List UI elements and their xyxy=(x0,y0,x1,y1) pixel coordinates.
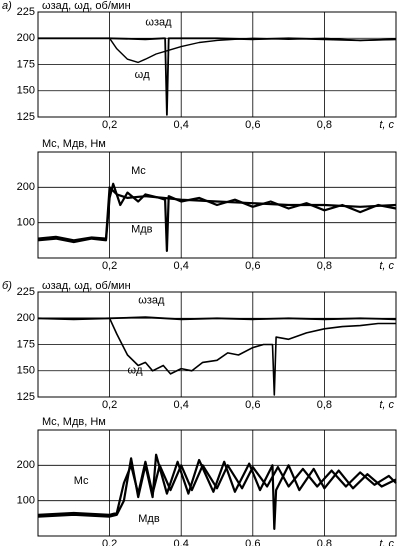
y-tick-label: 125 xyxy=(17,391,35,403)
series-label: Mдв xyxy=(131,223,153,235)
y-tick-label: 200 xyxy=(17,32,35,44)
series-label: ωд xyxy=(135,69,151,81)
series-label: Mдв xyxy=(138,513,160,525)
x-axis-title: t, c xyxy=(379,538,394,546)
x-tick-label: 0,4 xyxy=(174,399,189,411)
y-tick-label: 225 xyxy=(17,286,35,298)
x-tick-label: 0,2 xyxy=(102,260,117,272)
y-tick-label: 225 xyxy=(17,6,35,18)
y-tick-label: 150 xyxy=(17,365,35,377)
x-tick-label: 0,8 xyxy=(317,119,332,131)
x-tick-label: 0,6 xyxy=(245,260,260,272)
y-tick-label: 175 xyxy=(17,58,35,70)
y-tick-label: 200 xyxy=(17,459,35,471)
y-tick-label: 200 xyxy=(17,312,35,324)
x-tick-label: 0,8 xyxy=(317,538,332,546)
series-line xyxy=(37,460,397,516)
x-tick-label: 0,6 xyxy=(245,538,260,546)
x-tick-label: 0,4 xyxy=(174,260,189,272)
y-axis-title: ωзад, ωд, об/мин xyxy=(42,280,131,292)
y-tick-label: 200 xyxy=(17,181,35,193)
panel-label: б) xyxy=(2,280,12,292)
series-label: ωд xyxy=(128,365,144,377)
panel-label: а) xyxy=(2,0,12,12)
x-tick-label: 0,8 xyxy=(317,260,332,272)
series-label: Mс xyxy=(74,475,89,487)
series-label: ωзад xyxy=(138,294,165,306)
y-axis-title: ωзад, ωд, об/мин xyxy=(42,0,131,12)
y-tick-label: 150 xyxy=(17,85,35,97)
y-axis-title: Mс, Mдв, Нм xyxy=(42,416,106,428)
series-line xyxy=(38,37,397,116)
x-axis-title: t, c xyxy=(379,119,394,131)
x-axis-title: t, c xyxy=(379,260,394,272)
x-tick-label: 0,6 xyxy=(245,119,260,131)
x-tick-label: 0,4 xyxy=(174,538,189,546)
x-tick-label: 0,2 xyxy=(102,119,117,131)
x-tick-label: 0,2 xyxy=(102,538,117,546)
x-tick-label: 0,4 xyxy=(174,119,189,131)
series-line xyxy=(37,186,397,242)
series-label: Mс xyxy=(131,165,146,177)
y-tick-label: 125 xyxy=(17,111,35,123)
y-tick-label: 100 xyxy=(17,217,35,229)
series-label: ωзад xyxy=(145,16,172,28)
series-line xyxy=(38,37,397,64)
x-axis-title: t, c xyxy=(379,399,394,411)
series-line xyxy=(38,317,396,396)
series-line xyxy=(37,182,397,252)
x-tick-label: 0,6 xyxy=(245,399,260,411)
y-tick-label: 175 xyxy=(17,338,35,350)
x-tick-label: 0,2 xyxy=(102,399,117,411)
x-tick-label: 0,8 xyxy=(317,399,332,411)
y-axis-title: Mс, Mдв, Нм xyxy=(42,138,106,150)
y-tick-label: 100 xyxy=(17,495,35,507)
series-line xyxy=(37,453,397,530)
